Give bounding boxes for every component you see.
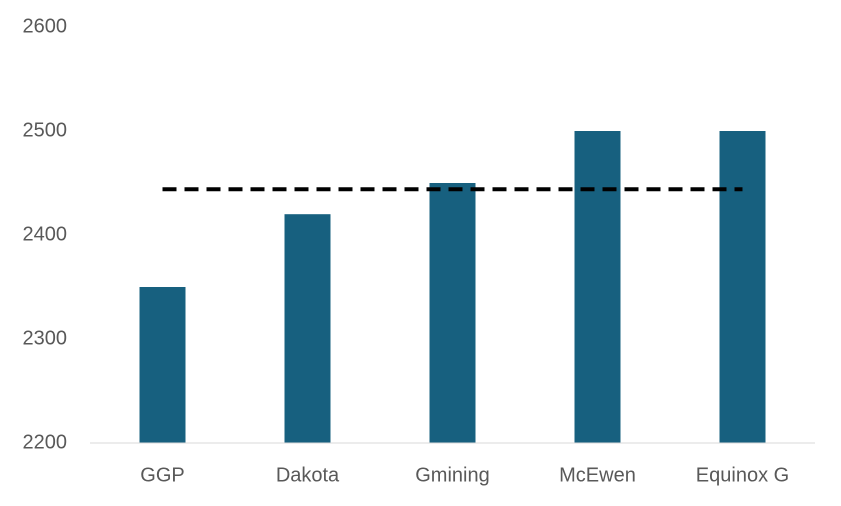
bar [574,131,621,443]
x-tick-label: Dakota [276,464,340,486]
bar [139,287,186,443]
y-tick-label: 2600 [23,15,68,37]
y-tick-label: 2500 [23,119,68,141]
y-tick-label: 2400 [23,223,68,245]
bar [719,131,766,443]
bar [429,183,476,443]
x-tick-label: Gmining [415,464,489,486]
x-tick-label: GGP [140,464,184,486]
x-tick-label: McEwen [559,464,636,486]
bar [284,214,331,443]
x-tick-label: Equinox G [696,464,789,486]
y-tick-label: 2300 [23,327,68,349]
y-tick-label: 2200 [23,431,68,453]
